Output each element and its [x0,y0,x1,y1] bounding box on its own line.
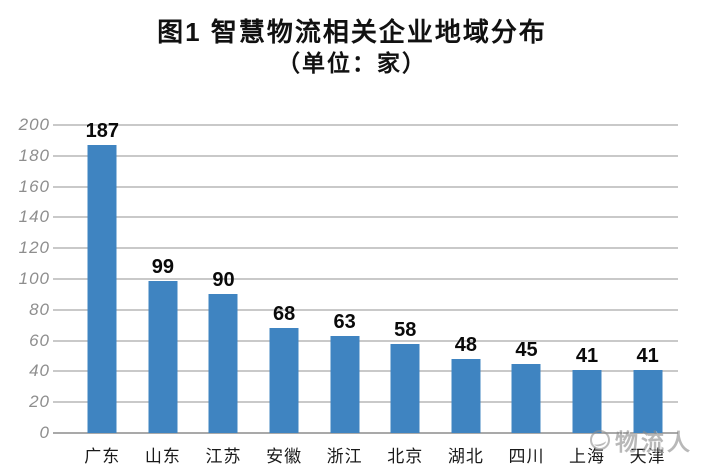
bar-column-浙江: 63 浙江 [314,125,375,466]
bar-value-label: 58 [394,318,417,341]
bar [330,335,360,433]
y-tick-label: 40 [29,361,50,381]
bar-value-label: 48 [454,334,477,357]
y-tick-label: 180 [18,145,50,165]
y-tick-label: 60 [29,330,50,350]
x-category-label: 上海 [569,447,606,466]
bar [451,359,481,433]
gridline [53,124,678,126]
x-category-label: 湖北 [447,447,484,466]
y-tick-label: 120 [18,238,50,258]
bar-column-湖北: 48 湖北 [436,125,497,466]
gridline [53,278,678,280]
chart-title-block: 图1 智慧物流相关企业地域分布 （单位：家） [0,16,704,78]
x-category-label: 北京 [387,447,424,466]
y-tick-label: 100 [18,269,50,288]
gridline [53,370,678,373]
bar-value-label: 41 [636,344,659,367]
x-category-label: 山东 [144,447,181,466]
bar [269,328,299,433]
gridline [53,308,678,311]
y-tick-label: 140 [18,207,50,227]
y-axis-tick-labels: 0 20 40 60 80 100 120 140 160 180 200 [0,115,50,442]
bar-value-label: 41 [575,344,599,367]
bar [633,369,663,433]
y-tick-label: 20 [29,392,50,412]
x-category-label: 浙江 [326,447,363,466]
bar [572,369,602,433]
y-tick-label: 0 [39,423,50,442]
bar-column-天津: 41 天津 [617,125,678,466]
bar-value-label: 45 [515,338,538,361]
bar-value-label: 63 [333,310,356,333]
bar [390,343,420,433]
bar-value-label: 99 [151,255,175,278]
y-tick-label: 200 [18,115,50,134]
bar-column-山东: 99 山东 [133,125,194,466]
x-category-label: 四川 [508,447,545,466]
bar-value-label: 90 [212,269,235,292]
bar-series: 187 广东 99 山东 90 江苏 68 安徽 63 浙江 58 北京 48 湖北 45 四川 41 上海 41 天… [72,120,678,466]
chart-title: 图1 智慧物流相关企业地域分布 [157,17,547,47]
x-category-label: 广东 [84,447,121,466]
gridline [53,216,678,219]
bar [208,294,238,433]
x-category-label: 江苏 [205,447,242,466]
bar-column-上海: 41 上海 [557,125,618,466]
bar-value-label: 187 [85,120,119,143]
gridline [53,247,678,250]
bar-column-广东: 187 广东 [72,120,133,466]
x-category-label: 天津 [629,447,666,466]
y-tick-label: 160 [18,176,50,196]
gridline [53,154,678,157]
plot-area: 187 广东 99 山东 90 江苏 68 安徽 63 浙江 58 北京 48 湖北 45 四川 41 上海 41 天… [53,120,678,466]
gridline [53,339,678,342]
chart-subtitle-unit: （单位：家） [277,50,427,76]
bar-column-北京: 58 北京 [375,125,436,466]
bar-column-江苏: 90 江苏 [193,125,254,466]
bar-column-四川: 45 四川 [496,125,557,466]
x-axis-baseline [53,432,678,434]
bar-value-label: 68 [272,303,296,326]
bar [148,280,178,433]
bar [87,145,117,433]
x-category-label: 安徽 [266,447,303,466]
y-tick-label: 80 [29,299,50,319]
bar-column-安徽: 68 安徽 [254,125,315,466]
gridline [53,401,678,404]
gridline [53,185,678,188]
bar [511,363,541,433]
